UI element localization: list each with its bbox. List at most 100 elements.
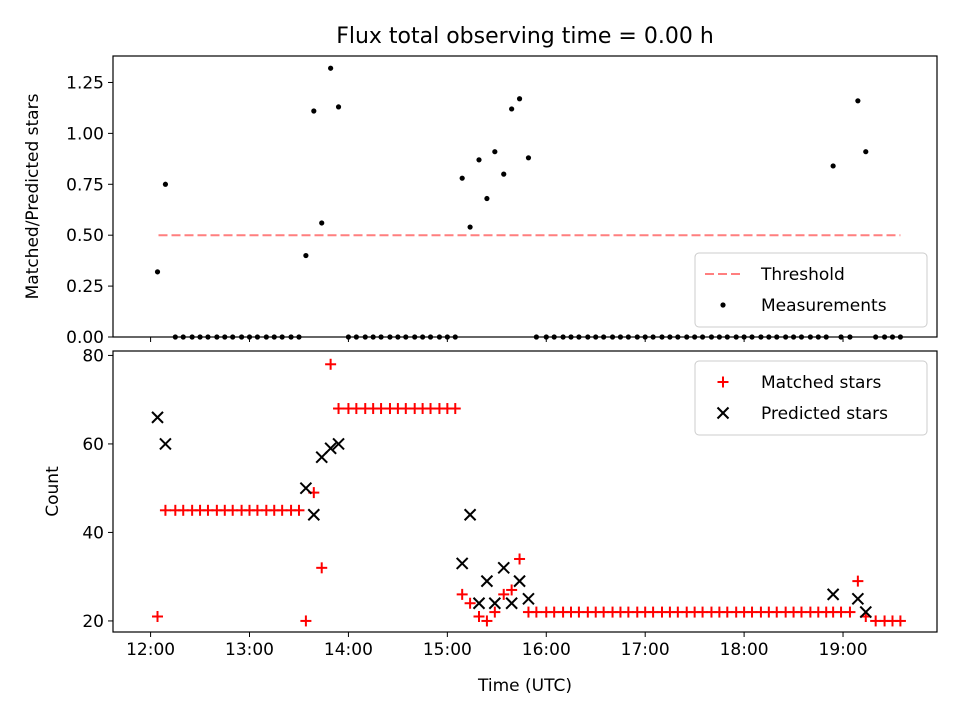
x-tick-label: 19:00 [819, 640, 868, 660]
plot-frame [112, 55, 938, 338]
x-b [505, 597, 518, 610]
matched-star-marker [473, 611, 485, 623]
x-tick-label: 18:00 [720, 640, 769, 660]
measurement-point [699, 334, 706, 340]
x-b [513, 574, 526, 588]
predicted-star-marker [859, 605, 872, 619]
x-axis-label: Time (UTC) [477, 676, 572, 696]
legend-label: Measurements [761, 296, 887, 316]
matched-star-marker [152, 611, 164, 623]
predicted-star-marker [324, 442, 337, 455]
measurement-point [576, 334, 582, 340]
matched-star-marker [530, 606, 542, 618]
measurement-point [162, 181, 169, 187]
x-b [299, 481, 313, 495]
measurement-point [774, 334, 780, 340]
predicted-star-marker [307, 508, 321, 521]
measurement-point [634, 334, 640, 340]
x-b [307, 508, 321, 521]
measurement-point [758, 334, 764, 340]
predicted-star-marker [497, 561, 510, 575]
measurement-point [609, 334, 616, 340]
x-tick-label: 16:00 [522, 640, 571, 660]
measurement-point [492, 149, 498, 155]
predicted-star-marker [332, 437, 345, 451]
measurement-point [436, 334, 443, 340]
measurement-point [319, 220, 325, 226]
measurement-point [412, 334, 418, 340]
measurement-point [783, 334, 789, 340]
x-b [159, 437, 172, 451]
y-axis-label: Matched/Predicted stars [23, 93, 43, 299]
matched-star-marker [456, 588, 468, 600]
measurement-point [476, 157, 482, 163]
x-tick-label: 12:00 [126, 640, 175, 660]
measurement-point [855, 98, 861, 104]
matched-star-marker [333, 403, 345, 415]
measurement-point [459, 175, 465, 181]
matched-star-marker [506, 584, 518, 596]
measurement-point [601, 334, 607, 340]
measurement-point [172, 334, 178, 340]
measurement-point [724, 334, 730, 340]
matched-star-marker [316, 562, 328, 574]
measurement-point [560, 334, 566, 340]
measurement-point [766, 334, 772, 340]
measurement-point [403, 334, 409, 340]
measurement-point [263, 334, 269, 340]
measurement-point [675, 334, 681, 340]
measurement-point [847, 334, 853, 340]
measurement-point [790, 334, 797, 340]
measurement-point [509, 106, 515, 112]
predicted-star-marker [488, 597, 502, 610]
measurement-point [345, 334, 352, 340]
predicted-star-marker [480, 574, 494, 588]
matched-star-marker [489, 606, 501, 618]
measurement-point [222, 334, 228, 340]
x-b [497, 561, 510, 575]
x-b [522, 592, 535, 606]
y-tick-label: 0.75 [66, 175, 104, 195]
measurement-point [180, 334, 186, 340]
measurement-point [311, 108, 317, 114]
measurement-point [897, 334, 903, 340]
chart-title: Flux total observing time = 0.00 h [336, 24, 714, 49]
matched-star-marker [514, 553, 526, 565]
measurement-point [467, 224, 473, 230]
predicted-star-marker [851, 592, 865, 606]
predicted-star-marker [151, 411, 164, 424]
measurement-point [568, 334, 574, 340]
legend-measurement-swatch [720, 302, 726, 308]
measurement-point [353, 334, 359, 340]
measurement-point [873, 334, 879, 340]
measurement-point [692, 334, 698, 340]
measurement-point [642, 334, 648, 340]
plot-frame [112, 350, 938, 633]
x-b [826, 588, 840, 601]
measurement-point [387, 334, 393, 340]
x-b [859, 605, 872, 619]
matched-star-marker [464, 597, 476, 609]
measurement-point [362, 334, 368, 340]
measurement-point [585, 334, 591, 340]
matched-star-marker [159, 504, 171, 516]
measurement-point [214, 334, 220, 340]
x-b [324, 442, 337, 455]
measurement-point [650, 334, 656, 340]
measurement-point [395, 334, 401, 340]
measurement-point [189, 334, 195, 340]
measurement-point [533, 334, 539, 340]
y-tick-label: 1.25 [66, 73, 104, 93]
legend-box [694, 360, 928, 436]
measurement-point [154, 269, 161, 275]
matched-star-marker [300, 615, 312, 627]
measurement-point [889, 334, 896, 340]
measurement-point [427, 334, 434, 340]
measurement-point [296, 334, 302, 340]
legend-matched-swatch [717, 376, 729, 388]
x-b [851, 592, 865, 606]
predicted-star-marker [455, 557, 469, 570]
y-axis-label: Count [43, 466, 63, 517]
x-b [488, 597, 502, 610]
